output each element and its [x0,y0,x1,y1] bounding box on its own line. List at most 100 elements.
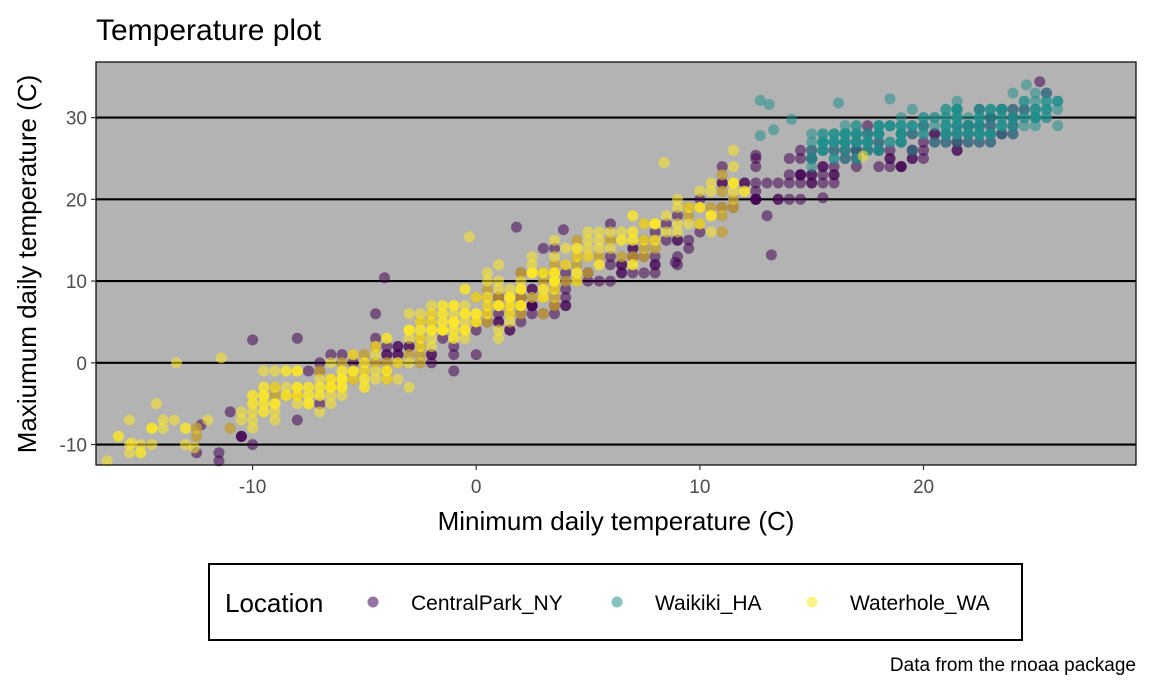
data-point [906,103,918,115]
data-point [403,341,415,352]
data-point [649,218,661,230]
data-point [727,161,739,173]
data-point [616,251,628,263]
data-point [537,308,549,320]
data-point [235,430,247,442]
data-point [213,447,225,459]
data-point [358,381,370,393]
data-point [470,308,482,320]
data-point [515,291,527,303]
data-point [325,381,337,393]
data-point [537,291,549,303]
data-point [951,112,963,124]
data-point [414,341,426,352]
data-point [314,406,326,418]
data-point [537,275,549,287]
data-point [940,112,952,124]
data-point [560,259,572,271]
data-point [180,422,191,434]
data-point [985,112,997,124]
data-point [1041,103,1052,115]
data-point [403,349,415,361]
data-point [750,177,762,189]
data-point [873,144,885,156]
data-point [672,193,683,205]
data-point [783,177,795,189]
data-point [560,242,572,254]
data-point [638,267,650,279]
data-point [828,161,840,173]
data-point [918,128,929,140]
data-point [951,144,963,156]
data-point [202,414,214,426]
data-point [537,283,549,295]
data-point [247,439,259,451]
data-point [481,291,493,303]
data-point [862,128,874,140]
data-point [627,251,639,263]
data-point [560,300,572,312]
data-point [124,447,135,459]
data-point [448,341,460,352]
data-point [437,300,449,312]
data-point [750,193,762,205]
data-point [303,398,314,410]
data-point [627,242,639,254]
data-point [616,234,628,246]
data-point [672,210,683,222]
data-point [526,283,538,295]
data-point [571,234,583,246]
data-point [582,226,594,238]
data-point [884,144,896,156]
data-point [884,120,896,132]
data-point [358,357,370,369]
data-point [247,414,259,426]
data-point [604,218,616,230]
data-point [157,414,169,426]
data-point [280,390,292,401]
data-point [571,259,583,271]
data-point [973,112,985,124]
data-point [370,341,382,352]
data-point [660,234,672,246]
data-point [973,136,985,148]
data-point [526,259,538,271]
data-point [672,226,683,238]
data-point [839,153,851,164]
data-point [669,256,681,268]
data-point [291,365,303,377]
data-point [604,234,616,246]
data-point [582,275,594,287]
data-point [504,283,516,295]
data-point [1007,120,1019,132]
data-point [215,352,227,364]
data-point [817,192,829,204]
data-point [247,398,259,410]
data-point [582,267,594,279]
data-point [817,177,829,189]
data-point [381,341,393,352]
data-point [616,259,628,271]
data-point [571,267,583,279]
data-point [683,234,695,246]
data-point [649,234,661,246]
data-point [772,193,784,205]
data-point [549,251,560,263]
data-point [895,128,907,140]
data-point [470,349,482,361]
data-point [336,357,348,369]
data-point [604,259,616,271]
data-point [403,332,415,344]
data-point [593,234,605,246]
y-tick-label: -10 [60,436,87,457]
data-point [526,251,538,263]
data-point [150,398,162,410]
data-point [437,332,449,344]
data-point [716,226,728,238]
data-point [895,112,907,124]
data-point [996,128,1008,140]
data-point [504,308,516,320]
data-point [347,357,359,369]
data-point [381,357,393,369]
data-point [783,169,795,181]
